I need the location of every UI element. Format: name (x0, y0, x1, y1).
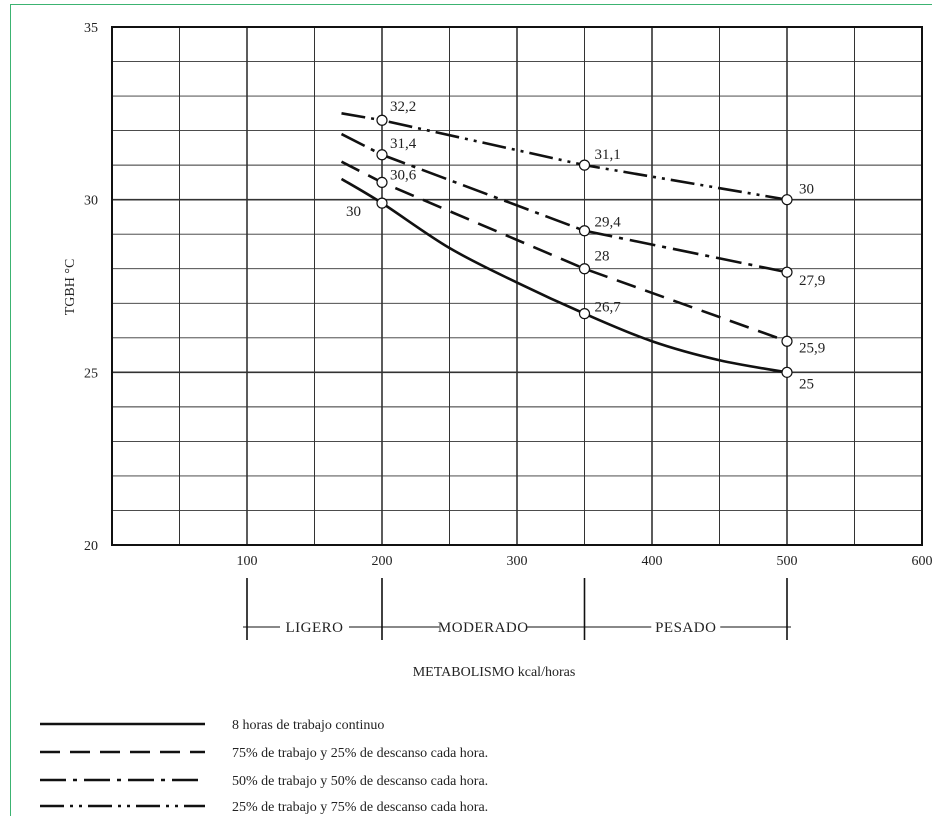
y-tick-label: 25 (84, 366, 98, 381)
data-point (578, 263, 591, 275)
category-label: LIGERO (286, 620, 344, 636)
y-axis: 20 25 30 35 (84, 21, 98, 554)
category-axis: LIGERO MODERADO PESADO (243, 578, 791, 640)
x-tick-label: 100 (237, 554, 258, 569)
data-label: 31,1 (595, 147, 621, 163)
data-point (578, 225, 591, 237)
plot-area (111, 26, 923, 546)
y-axis-title: TGBH °C (63, 259, 78, 316)
data-label: 31,4 (390, 136, 417, 152)
chart-frame (10, 4, 932, 816)
data-point (781, 194, 793, 206)
data-point (781, 266, 793, 278)
x-tick-label: 200 (372, 554, 393, 569)
x-tick-label: 300 (507, 554, 528, 569)
legend: 8 horas de trabajo continuo 75% de trabaj… (40, 718, 488, 815)
x-tick-label: 500 (777, 554, 798, 569)
category-label: PESADO (655, 620, 716, 636)
data-label: 30,6 (390, 167, 417, 183)
data-point (781, 335, 793, 347)
data-point (376, 114, 388, 126)
data-label: 25 (799, 376, 814, 392)
legend-label: 25% de trabajo y 75% de descanso cada ho… (232, 800, 488, 815)
markers: 30 26,7 25 30,6 28 25,9 31,4 29,4 27,9 32,2 31,1 30 (346, 99, 825, 392)
x-axis-title: METABOLISMO kcal/horas (413, 665, 576, 680)
data-label: 25,9 (799, 340, 825, 356)
data-label: 27,9 (799, 273, 825, 289)
data-point (578, 159, 591, 171)
data-label: 29,4 (595, 215, 622, 231)
data-label: 30 (346, 204, 361, 220)
data-point (781, 366, 793, 378)
data-label: 30 (799, 182, 814, 198)
y-tick-label: 20 (84, 539, 98, 554)
series-line (341, 112, 788, 201)
data-point (376, 197, 388, 209)
x-axis: 100 200 300 400 500 600 (237, 554, 933, 569)
legend-label: 50% de trabajo y 50% de descanso cada ho… (232, 774, 488, 789)
series (340, 112, 788, 374)
data-label: 28 (595, 249, 610, 265)
y-tick-label: 35 (84, 21, 98, 36)
y-tick-label: 30 (84, 194, 98, 209)
series-line (340, 132, 788, 274)
x-tick-label: 400 (642, 554, 663, 569)
data-label: 26,7 (595, 300, 622, 316)
data-point (578, 308, 591, 320)
legend-label: 8 horas de trabajo continuo (232, 718, 384, 733)
x-tick-label: 600 (912, 554, 933, 569)
data-point (376, 176, 388, 188)
series-line (340, 177, 788, 374)
data-point (376, 149, 388, 161)
legend-label: 75% de trabajo y 25% de descanso cada ho… (232, 746, 488, 761)
data-label: 32,2 (390, 99, 416, 115)
category-label: MODERADO (438, 620, 529, 636)
series-line (340, 160, 788, 343)
